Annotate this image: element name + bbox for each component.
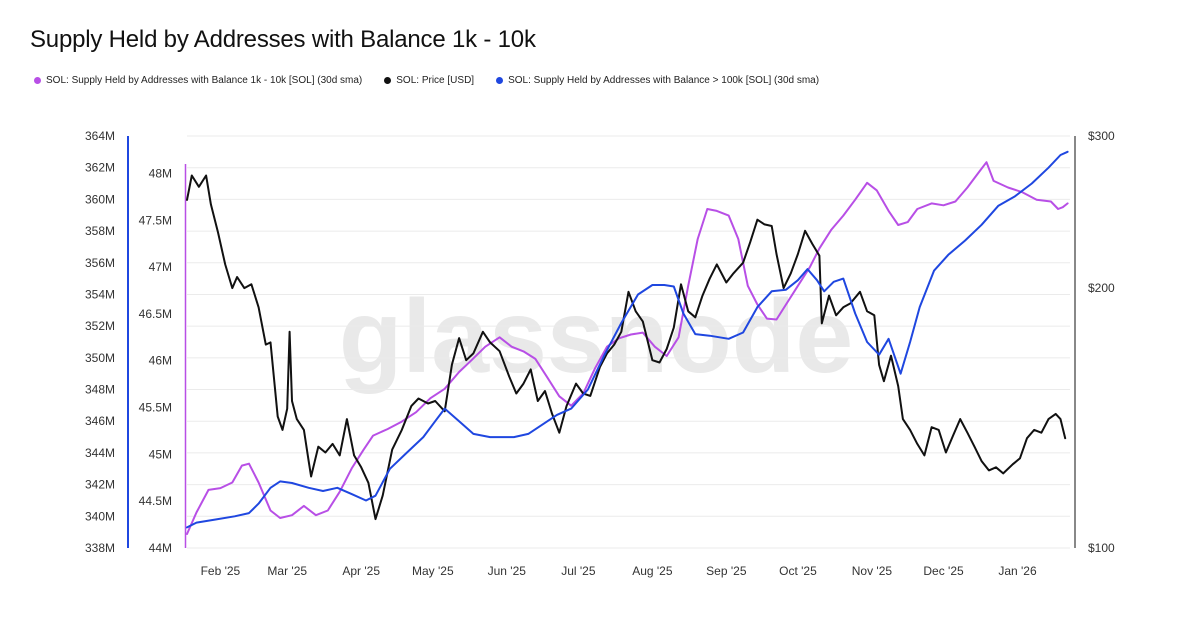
y-tick-label-supply-100k: 348M — [85, 383, 115, 397]
y-tick-label-supply-100k: 364M — [85, 129, 115, 143]
legend-item-price[interactable]: SOL: Price [USD] — [384, 75, 474, 86]
legend-swatch-supply-100k — [496, 77, 504, 84]
legend-label-price: SOL: Price [USD] — [396, 75, 475, 86]
y-tick-label-supply-100k: 360M — [85, 192, 115, 206]
axes: 338M 340M 342M 344M 346M 348M 350M 352M 354M 356M… — [85, 129, 1115, 578]
x-tick-label: Dec '25 — [923, 564, 964, 578]
y-tick-label-supply-100k: 362M — [85, 161, 115, 175]
y-tick-label-supply-1k-10k: 44M — [149, 541, 172, 555]
x-tick-label: May '25 — [412, 564, 454, 578]
x-tick-label: Oct '25 — [779, 564, 817, 578]
y-tick-label-supply-1k-10k: 47.5M — [139, 213, 172, 227]
y-tick-label-supply-100k: 338M — [85, 541, 115, 555]
y-tick-label-supply-100k: 358M — [85, 224, 115, 238]
y-tick-label-supply-1k-10k: 46M — [149, 354, 172, 368]
legend-label-supply-1k-10k: SOL: Supply Held by Addresses with Balan… — [46, 75, 363, 86]
x-tick-label: Jun '25 — [488, 564, 527, 578]
legend-item-supply-1k-10k[interactable]: SOL: Supply Held by Addresses with Balan… — [34, 75, 362, 86]
y-tick-label-supply-100k: 340M — [85, 509, 115, 523]
y-tick-label-supply-1k-10k: 46.5M — [139, 307, 172, 321]
y-tick-label-supply-100k: 352M — [85, 319, 115, 333]
x-tick-label: Nov '25 — [852, 564, 893, 578]
x-tick-label: Feb '25 — [201, 564, 241, 578]
series-layer — [186, 150, 1069, 535]
y-tick-label-supply-1k-10k: 45M — [149, 447, 172, 461]
y-tick-label-supply-100k: 344M — [85, 446, 115, 460]
y-tick-label-supply-1k-10k: 44.5M — [139, 494, 172, 508]
x-tick-label: Sep '25 — [706, 564, 747, 578]
y-tick-label-price: $200 — [1088, 281, 1115, 295]
chart-legend: SOL: Supply Held by Addresses with Balan… — [34, 75, 819, 86]
y-tick-label-supply-100k: 342M — [85, 478, 115, 492]
x-tick-label: Jul '25 — [561, 564, 596, 578]
y-tick-label-supply-100k: 350M — [85, 351, 115, 365]
y-tick-label-supply-100k: 356M — [85, 256, 115, 270]
legend-item-supply-100k[interactable]: SOL: Supply Held by Addresses with Balan… — [496, 75, 819, 86]
y-tick-label-supply-100k: 346M — [85, 414, 115, 428]
legend-swatch-price — [384, 77, 392, 84]
y-tick-label-price: $300 — [1088, 129, 1115, 143]
series-line-supply-1k-10k — [186, 161, 1069, 535]
chart-title: Supply Held by Addresses with Balance 1k… — [30, 26, 536, 53]
y-tick-label-supply-1k-10k: 47M — [149, 260, 172, 274]
series-line-price — [186, 174, 1067, 521]
series-line-supply-100k — [186, 150, 1069, 529]
y-tick-label-supply-100k: 354M — [85, 287, 115, 301]
y-tick-label-supply-1k-10k: 48M — [149, 166, 172, 180]
x-tick-label: Jan '26 — [998, 564, 1037, 578]
x-tick-label: Apr '25 — [342, 564, 380, 578]
x-tick-label: Aug '25 — [632, 564, 673, 578]
y-tick-label-price: $100 — [1088, 541, 1115, 555]
y-tick-label-supply-1k-10k: 45.5M — [139, 401, 172, 415]
legend-label-supply-100k: SOL: Supply Held by Addresses with Balan… — [508, 75, 820, 86]
legend-swatch-supply-1k-10k — [34, 77, 41, 84]
x-tick-label: Mar '25 — [267, 564, 307, 578]
